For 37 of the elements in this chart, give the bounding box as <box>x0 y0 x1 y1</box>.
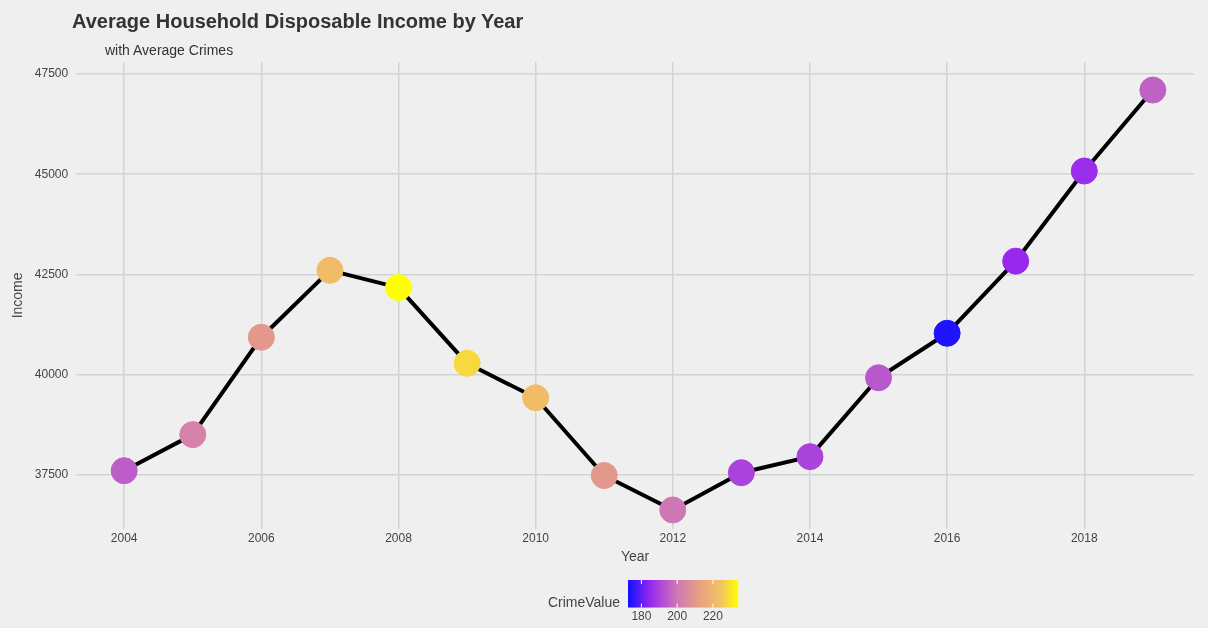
point <box>659 496 687 524</box>
x-tick-label: 2014 <box>796 531 824 546</box>
point <box>933 319 961 347</box>
chart-subtitle: with Average Crimes <box>105 42 234 58</box>
x-tick-label: 2008 <box>385 531 413 546</box>
x-tick-label: 2006 <box>247 531 275 546</box>
point <box>110 457 138 485</box>
point <box>384 274 412 302</box>
point <box>727 459 755 487</box>
x-tick-label: 2016 <box>933 531 961 546</box>
point <box>796 443 824 471</box>
point <box>865 364 893 392</box>
x-tick-label: 2012 <box>659 531 687 546</box>
x-axis-title: Year <box>620 548 650 565</box>
point <box>1139 76 1167 104</box>
point <box>590 462 618 490</box>
point <box>316 256 344 284</box>
x-tick-label: 2004 <box>110 531 138 546</box>
color-bar-title: CrimeValue <box>547 594 620 610</box>
point <box>1002 247 1030 275</box>
point <box>179 421 207 449</box>
y-axis-title: Income <box>9 272 26 319</box>
y-tick-label: 42500 <box>34 266 69 281</box>
y-tick-label: 45000 <box>34 166 69 181</box>
point <box>247 323 275 351</box>
point <box>1070 157 1098 185</box>
y-tick-label: 40000 <box>34 366 69 381</box>
x-tick-label: 2010 <box>522 531 550 546</box>
color-bar-label: 220 <box>702 609 724 624</box>
point <box>522 384 550 412</box>
color-bar-label: 200 <box>667 609 688 624</box>
x-tick-label: 2018 <box>1070 531 1098 546</box>
point <box>453 349 481 377</box>
y-tick-label: 37500 <box>34 467 69 482</box>
chart-title: Average Household Disposable Income by Year <box>72 10 524 33</box>
y-tick-label: 47500 <box>34 66 69 81</box>
color-bar-label: 180 <box>631 609 652 624</box>
